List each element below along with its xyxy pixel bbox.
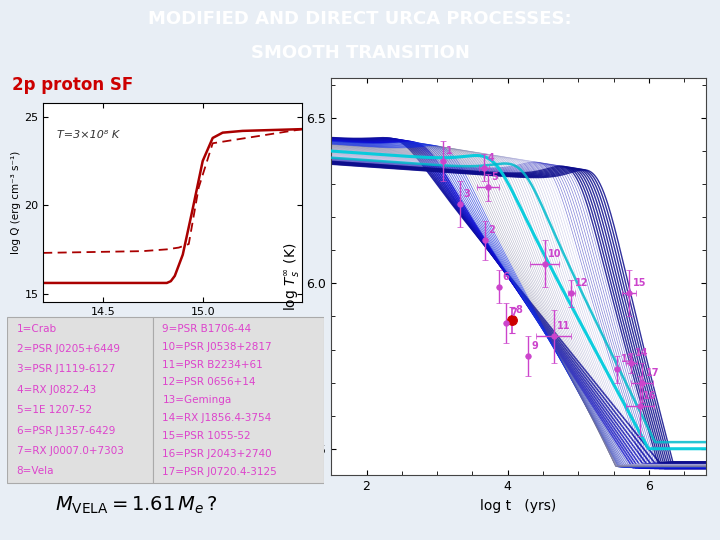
Text: 6=PSR J1357-6429: 6=PSR J1357-6429 — [17, 426, 115, 436]
Text: 1: 1 — [446, 146, 453, 156]
Text: 10=PSR J0538+2817: 10=PSR J0538+2817 — [163, 341, 272, 352]
Text: 2: 2 — [489, 225, 495, 235]
Text: 11: 11 — [557, 321, 571, 332]
Text: 1=Crab: 1=Crab — [17, 323, 57, 334]
Text: 16: 16 — [644, 391, 657, 401]
Text: 11=PSR B2234+61: 11=PSR B2234+61 — [163, 360, 264, 369]
Y-axis label: log Q (erg cm⁻³ s⁻¹): log Q (erg cm⁻³ s⁻¹) — [12, 151, 22, 254]
Text: 15=PSR 1055-52: 15=PSR 1055-52 — [163, 431, 251, 441]
Text: MODIFIED AND DIRECT URCA PROCESSES:: MODIFIED AND DIRECT URCA PROCESSES: — [148, 10, 572, 28]
FancyBboxPatch shape — [7, 316, 153, 483]
Text: 5: 5 — [492, 172, 498, 183]
Text: 2=PSR J0205+6449: 2=PSR J0205+6449 — [17, 344, 120, 354]
Text: 3: 3 — [463, 189, 470, 199]
Text: 9: 9 — [531, 341, 538, 351]
Text: 13=Geminga: 13=Geminga — [163, 395, 232, 406]
Text: 12: 12 — [575, 278, 588, 288]
Text: 17=PSR J0720.4-3125: 17=PSR J0720.4-3125 — [163, 467, 277, 477]
Text: 15: 15 — [633, 278, 647, 288]
Text: 16=PSR J2043+2740: 16=PSR J2043+2740 — [163, 449, 272, 460]
Text: 2p proton SF: 2p proton SF — [12, 76, 133, 94]
Text: 13: 13 — [621, 354, 634, 364]
Text: $M_{\rm VELA} = 1.61\,M_e\,?$: $M_{\rm VELA} = 1.61\,M_e\,?$ — [55, 494, 218, 516]
Text: 3=PSR J1119-6127: 3=PSR J1119-6127 — [17, 364, 115, 374]
Text: T=3×10⁸ K: T=3×10⁸ K — [57, 130, 120, 140]
Text: 8=Vela: 8=Vela — [17, 467, 54, 476]
Text: 8: 8 — [516, 305, 523, 315]
Text: SMOOTH TRANSITION: SMOOTH TRANSITION — [251, 44, 469, 62]
Text: 4=RX J0822-43: 4=RX J0822-43 — [17, 384, 96, 395]
FancyBboxPatch shape — [153, 316, 324, 483]
Text: 4: 4 — [487, 153, 494, 163]
Text: 12=PSR 0656+14: 12=PSR 0656+14 — [163, 377, 256, 388]
Text: 6: 6 — [503, 272, 510, 282]
Text: 9=PSR B1706-44: 9=PSR B1706-44 — [163, 323, 251, 334]
Text: 10: 10 — [548, 248, 562, 259]
X-axis label: log ρ (g cm⁻³): log ρ (g cm⁻³) — [134, 323, 212, 333]
Text: 14=RX J1856.4-3754: 14=RX J1856.4-3754 — [163, 414, 271, 423]
Text: 14: 14 — [635, 348, 649, 358]
Text: 5=1E 1207-52: 5=1E 1207-52 — [17, 405, 92, 415]
X-axis label: log t   (yrs): log t (yrs) — [480, 498, 557, 512]
Y-axis label: log $T_s^{\infty}$ (K): log $T_s^{\infty}$ (K) — [282, 242, 301, 311]
Text: 7=RX J0007.0+7303: 7=RX J0007.0+7303 — [17, 446, 124, 456]
Text: 7: 7 — [510, 308, 517, 318]
Text: 17: 17 — [646, 368, 659, 377]
